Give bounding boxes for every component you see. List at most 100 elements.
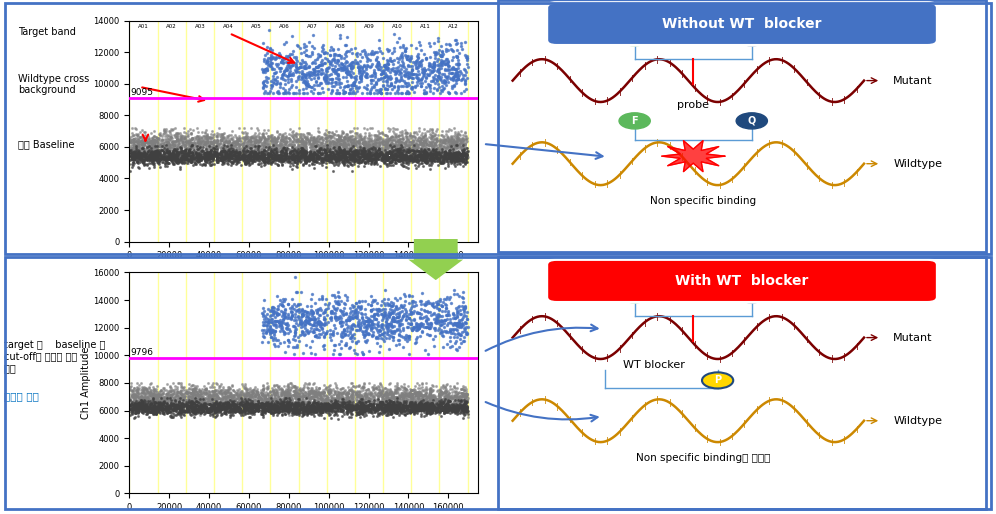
Point — [383, 141, 399, 149]
Point — [229, 138, 245, 146]
Point — [376, 395, 392, 403]
Point — [405, 323, 421, 332]
Point — [127, 138, 143, 146]
Point — [209, 139, 225, 147]
Point — [406, 405, 422, 413]
Point — [223, 152, 239, 160]
Point — [153, 401, 169, 409]
Point — [202, 407, 218, 415]
Point — [344, 402, 360, 411]
Point — [142, 408, 158, 416]
Point — [205, 405, 221, 413]
Point — [447, 404, 463, 412]
Point — [383, 405, 399, 413]
Point — [371, 401, 386, 409]
Point — [139, 403, 155, 412]
Point — [295, 153, 311, 161]
Point — [265, 396, 281, 404]
Point — [304, 406, 320, 414]
Point — [424, 150, 440, 158]
Point — [198, 148, 214, 156]
Point — [177, 156, 193, 164]
Point — [266, 141, 282, 149]
Point — [143, 136, 159, 144]
Point — [310, 405, 326, 413]
Point — [201, 391, 217, 399]
Point — [376, 144, 392, 153]
Point — [275, 402, 291, 411]
Point — [443, 46, 459, 54]
Point — [407, 83, 423, 91]
Point — [349, 382, 365, 391]
Point — [325, 395, 341, 403]
Point — [268, 153, 284, 161]
Point — [129, 153, 145, 161]
Point — [212, 405, 228, 413]
Point — [207, 150, 223, 158]
Point — [144, 152, 160, 160]
Point — [266, 146, 282, 154]
Point — [295, 78, 311, 86]
Point — [338, 138, 354, 146]
Point — [318, 126, 334, 135]
Point — [303, 404, 319, 412]
Point — [437, 57, 453, 65]
Point — [222, 400, 238, 408]
Point — [221, 136, 237, 144]
Point — [442, 75, 458, 83]
Point — [420, 150, 436, 158]
Point — [285, 81, 301, 89]
Point — [312, 391, 328, 399]
Point — [330, 137, 346, 145]
Point — [437, 398, 453, 407]
Point — [391, 61, 407, 69]
Point — [257, 139, 273, 147]
Point — [344, 72, 360, 80]
Point — [385, 393, 401, 401]
Point — [136, 135, 152, 143]
Point — [385, 390, 401, 398]
Point — [402, 386, 418, 394]
Point — [208, 405, 224, 413]
Point — [271, 318, 287, 326]
Point — [354, 89, 370, 97]
Point — [328, 67, 344, 75]
Point — [169, 135, 185, 143]
Point — [326, 154, 342, 162]
Point — [212, 387, 228, 395]
Point — [134, 397, 150, 406]
Point — [174, 408, 190, 416]
Point — [341, 146, 357, 155]
Point — [394, 396, 410, 405]
Point — [394, 146, 410, 155]
Point — [159, 407, 175, 415]
Point — [237, 133, 253, 141]
Point — [210, 150, 226, 158]
Point — [352, 410, 368, 418]
Point — [408, 71, 424, 80]
Point — [361, 316, 376, 324]
Point — [409, 74, 425, 82]
Point — [306, 148, 322, 156]
Point — [362, 155, 377, 163]
Point — [311, 89, 327, 97]
Point — [156, 155, 172, 163]
Point — [181, 157, 197, 166]
Point — [318, 329, 334, 337]
Point — [354, 143, 370, 151]
Point — [185, 149, 201, 157]
Point — [280, 396, 296, 405]
Point — [243, 402, 259, 411]
Point — [374, 390, 390, 398]
Point — [139, 142, 155, 150]
Point — [341, 89, 357, 97]
Point — [411, 70, 427, 78]
Point — [324, 387, 340, 395]
Point — [340, 133, 356, 141]
Point — [226, 391, 242, 399]
Point — [446, 151, 462, 159]
Point — [348, 322, 364, 330]
Point — [426, 315, 442, 323]
Point — [176, 153, 192, 161]
Point — [253, 133, 269, 141]
